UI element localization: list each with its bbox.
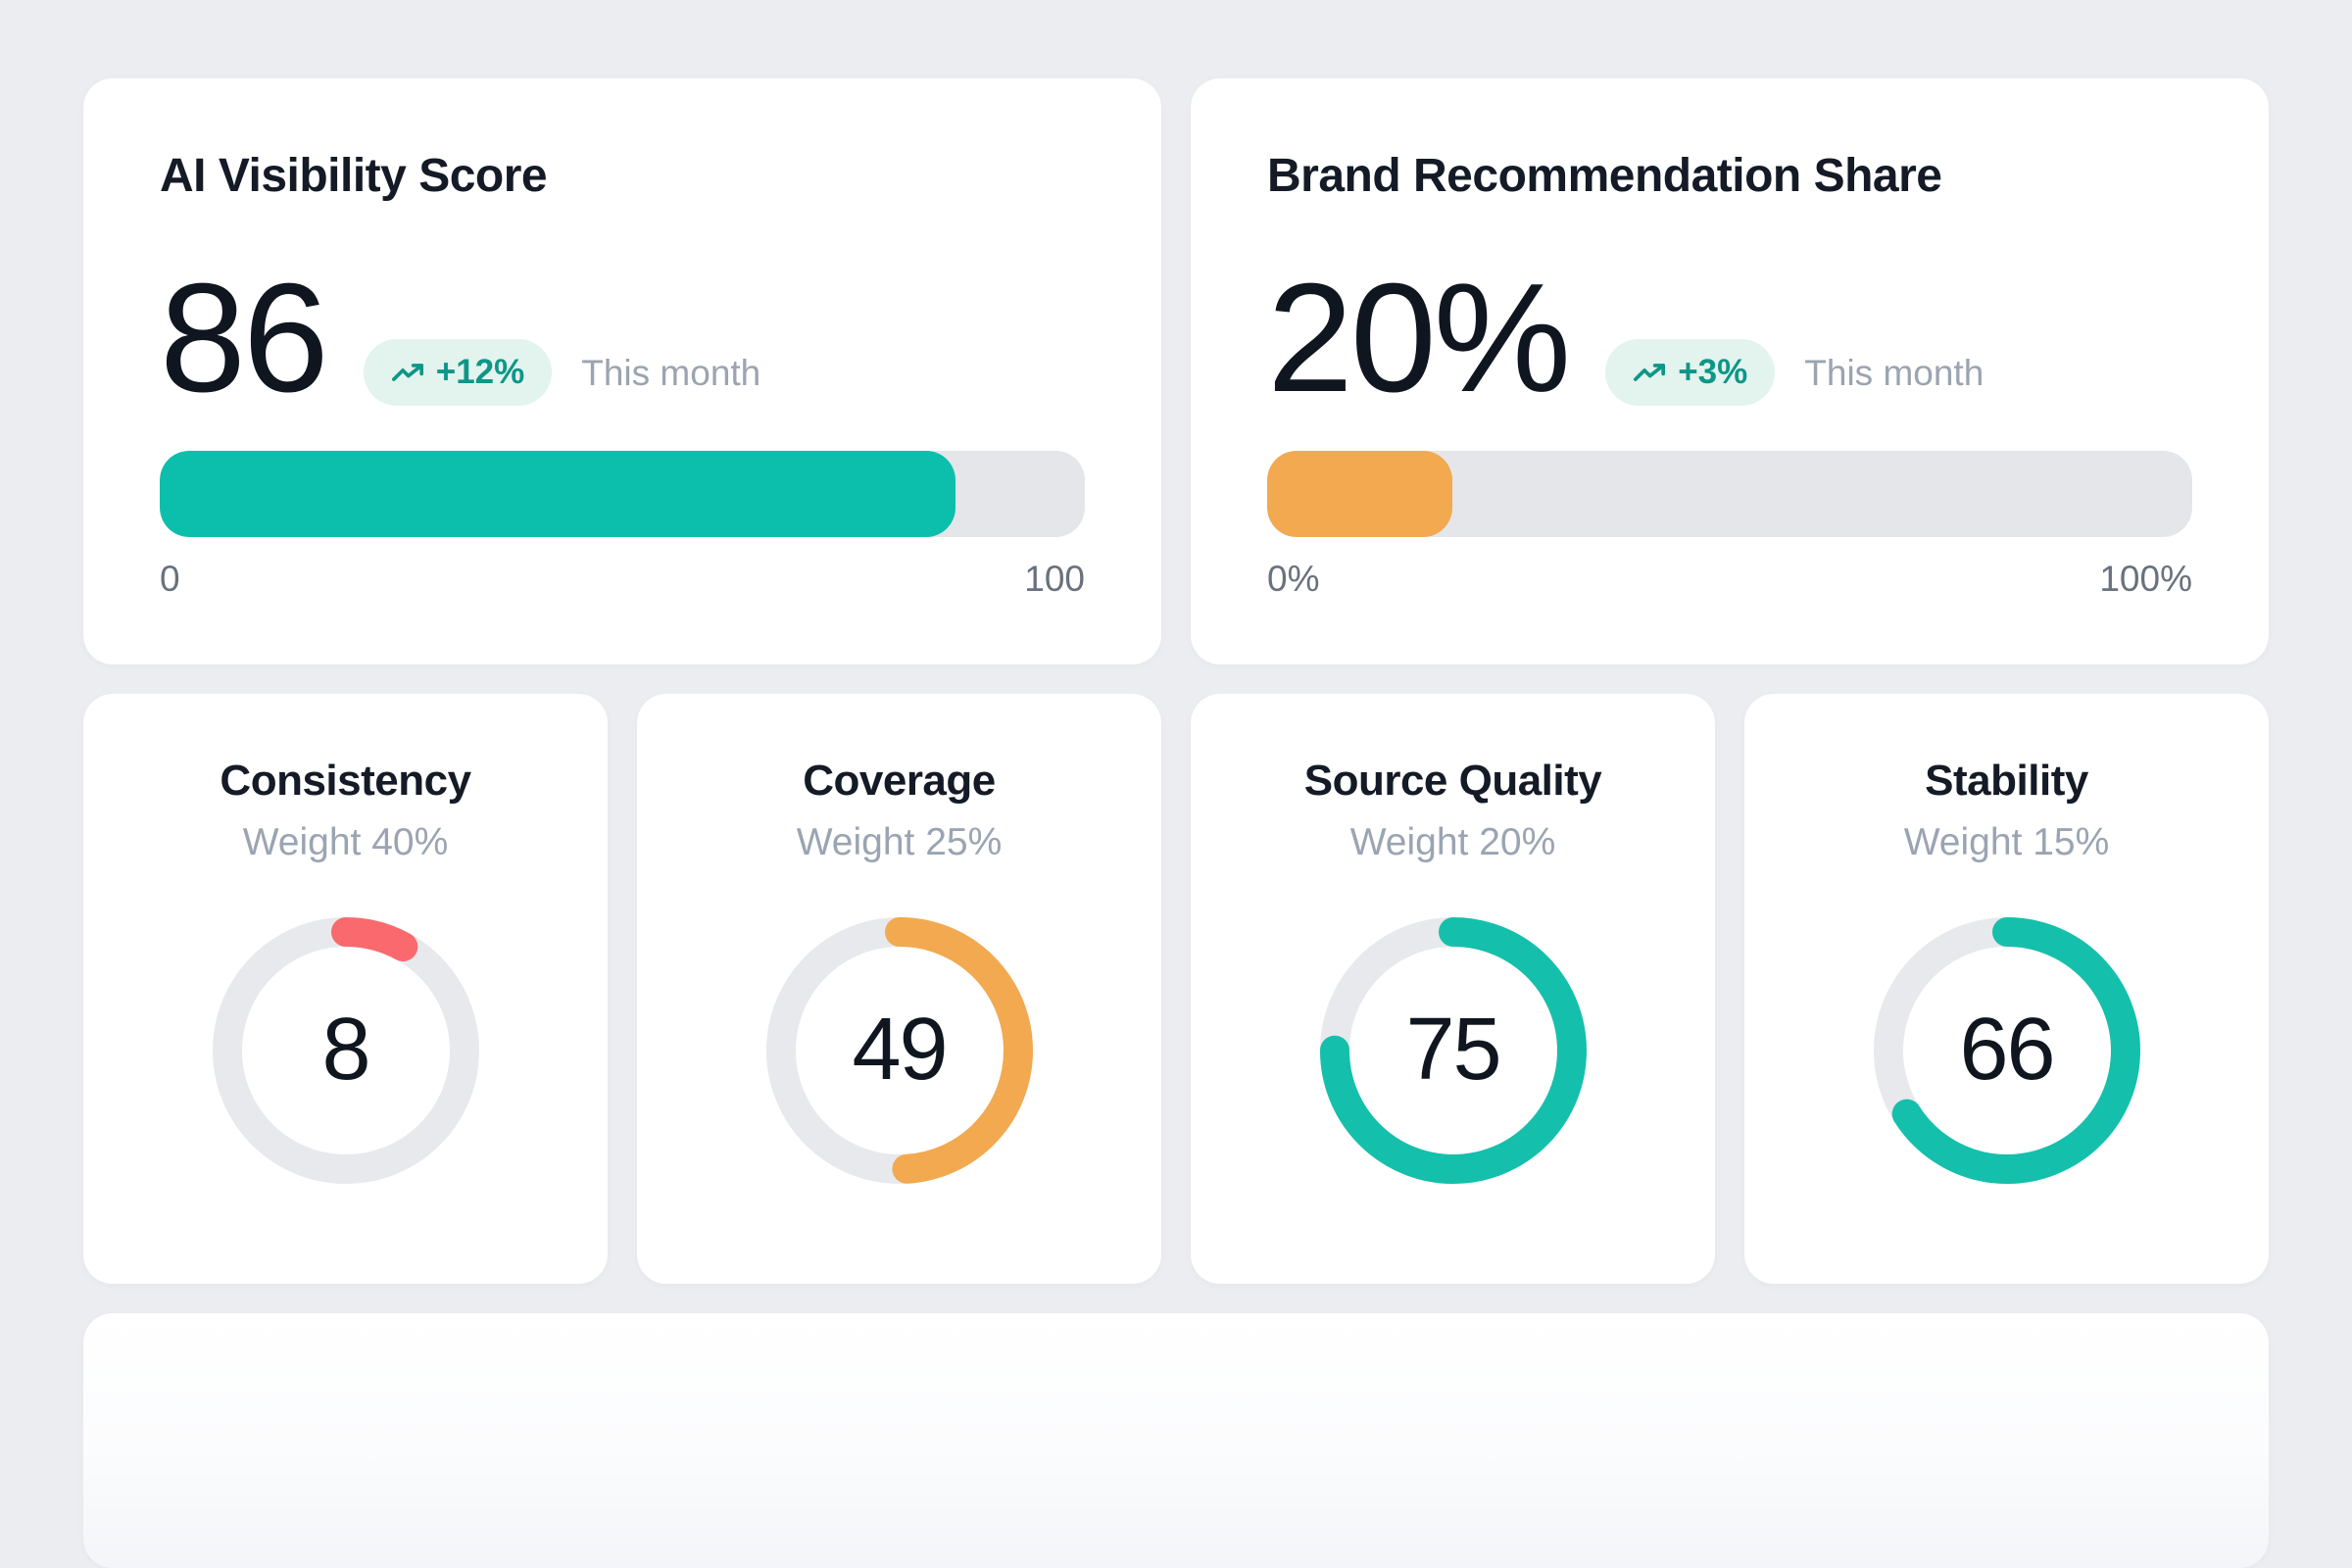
factor-title: Source Quality [1303,756,1602,805]
factor-card-source-quality: Source Quality Weight 20% 75 [1191,693,1715,1284]
gauge-ring [1319,916,1587,1184]
factor-title: Coverage [803,756,996,805]
metric-title: Brand Recommendation Share [1267,150,1942,202]
trend-badge-label: +12% [435,353,525,392]
period-label: This month [581,353,761,394]
metric-value-row: 20% +3% This month [1267,252,2192,424]
gauge-ring [212,916,479,1184]
gauge: 66 [1873,916,2140,1184]
factors-row: Consistency Weight 40% 8 Coverage Weight… [83,693,2269,1284]
factor-weight-label: Weight 25% [796,820,1003,863]
gauge: 8 [212,916,479,1184]
progress-bar-fill [160,451,956,538]
metric-card-ai-visibility-score: AI Visibility Score 86 +12% This month 0… [83,78,1161,664]
factor-card-consistency: Consistency Weight 40% 8 [83,693,608,1284]
metric-title: AI Visibility Score [160,150,548,202]
gauge: 49 [765,916,1033,1184]
scale-max-label: 100% [2099,559,2192,600]
trending-up-icon [391,364,423,382]
gauge-value: 66 [1959,1001,2055,1100]
trending-up-icon [1634,364,1666,382]
factor-weight-label: Weight 40% [242,820,449,863]
progress-bar-fill [1267,451,1452,538]
scale-min-label: 0% [1267,559,1320,600]
progress-bar-track [160,451,1085,538]
trend-badge: +12% [363,339,553,407]
gauge-value: 75 [1405,1001,1501,1100]
metric-value: 20% [1267,252,1571,424]
factor-title: Stability [1925,756,2088,805]
gauge: 75 [1319,916,1587,1184]
gauge-ring [1873,916,2140,1184]
bottom-panel [83,1313,2269,1568]
progress-bar-labels: 0% 100% [1267,559,2192,600]
period-label: This month [1804,353,1984,394]
scale-max-label: 100 [1024,559,1085,600]
factor-card-stability: Stability Weight 15% 66 [1744,693,2269,1284]
factor-title: Consistency [220,756,471,805]
metrics-row: AI Visibility Score 86 +12% This month 0… [83,78,2269,664]
factor-card-coverage: Coverage Weight 25% 49 [637,693,1161,1284]
progress-bar-track [1267,451,2192,538]
gauge-value: 49 [852,1001,948,1100]
trend-badge: +3% [1605,339,1776,407]
gauge-value: 8 [321,1001,370,1100]
gauge-ring [765,916,1033,1184]
metric-card-brand-recommendation-share: Brand Recommendation Share 20% +3% This … [1191,78,2269,664]
metric-value: 86 [160,252,329,424]
trend-badge-label: +3% [1678,353,1748,392]
factor-weight-label: Weight 15% [1903,820,2110,863]
progress-bar-labels: 0 100 [160,559,1085,600]
scale-min-label: 0 [160,559,180,600]
metric-value-row: 86 +12% This month [160,252,1085,424]
factor-weight-label: Weight 20% [1349,820,1556,863]
